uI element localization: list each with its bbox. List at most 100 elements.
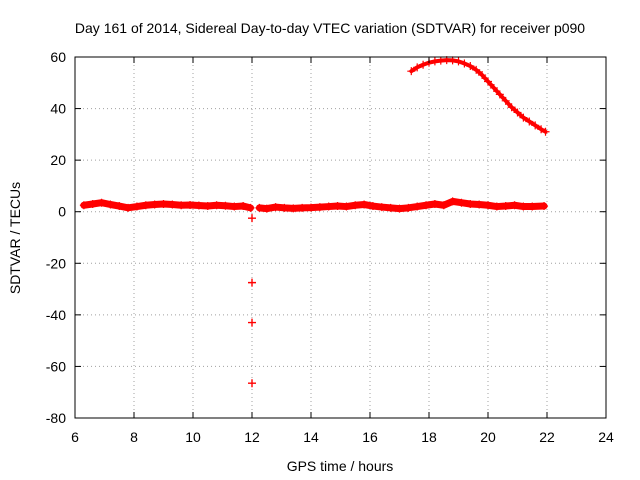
y-tick-label: -80 — [46, 410, 66, 426]
baseline-point — [212, 201, 221, 210]
y-tick-label: 60 — [50, 49, 66, 65]
baseline-point — [386, 203, 395, 212]
baseline-point — [106, 200, 115, 209]
y-tick-label: -20 — [46, 255, 66, 271]
baseline-point — [484, 201, 492, 210]
arc-point — [430, 57, 439, 66]
baseline-point — [168, 200, 177, 209]
baseline-point — [298, 203, 307, 212]
arc-point — [495, 90, 504, 99]
x-axis-label: GPS time / hours — [287, 458, 394, 474]
baseline-point — [466, 199, 475, 208]
grid-lines — [75, 57, 606, 418]
baseline-point — [246, 203, 255, 212]
arc-point — [507, 103, 516, 112]
x-tick-label: 20 — [480, 429, 496, 445]
outlier-point — [248, 214, 256, 223]
y-tick-label: 40 — [50, 101, 66, 117]
baseline-point — [239, 202, 248, 211]
baseline-point — [177, 201, 186, 210]
baseline-point — [448, 197, 457, 206]
y-tick-label: 0 — [58, 204, 66, 220]
baseline-point — [230, 202, 239, 211]
baseline-point — [439, 201, 448, 210]
baseline-point — [540, 202, 549, 211]
plot-frame — [74, 56, 607, 419]
baseline-point — [203, 202, 212, 211]
baseline-point — [333, 202, 342, 211]
axis-ticks: 6 8 10 12 14 16 18 20 22 24 -80 -60 -40 -20 0 20 40 60 — [46, 49, 614, 445]
y-tick-label: -60 — [46, 358, 66, 374]
arc-point — [466, 62, 475, 71]
arc-point — [484, 77, 492, 86]
baseline-point — [280, 203, 289, 212]
baseline-point — [342, 202, 351, 211]
arc-point — [531, 121, 540, 130]
arc-point — [501, 96, 510, 105]
arc-point — [413, 63, 422, 72]
x-tick-label: 18 — [421, 429, 437, 445]
baseline-point — [132, 202, 141, 211]
baseline-point — [186, 201, 195, 210]
baseline-point — [519, 202, 528, 211]
x-tick-label: 22 — [539, 429, 555, 445]
y-axis-label: SDTVAR / TECUs — [7, 182, 23, 294]
baseline-point — [528, 202, 537, 211]
baseline-point — [315, 203, 324, 212]
arc-point — [419, 60, 428, 69]
baseline-point — [79, 201, 88, 210]
x-tick-label: 24 — [598, 429, 614, 445]
arc-point — [460, 59, 469, 68]
baseline-point — [88, 199, 97, 208]
baseline-point — [262, 204, 271, 213]
baseline-point — [124, 203, 133, 212]
baseline-point — [510, 201, 519, 210]
y-tick-label: 20 — [50, 152, 66, 168]
outlier-point — [248, 318, 256, 327]
baseline-point — [351, 201, 360, 210]
arc-point — [519, 113, 528, 122]
x-tick-label: 10 — [185, 429, 201, 445]
baseline-point — [324, 202, 333, 211]
arc-point — [448, 56, 457, 65]
baseline-point — [475, 200, 484, 209]
arc-point — [478, 71, 487, 80]
baseline-point — [413, 202, 422, 211]
x-tick-label: 14 — [303, 429, 319, 445]
baseline-point — [97, 198, 106, 207]
baseline-point — [395, 204, 404, 213]
x-tick-label: 8 — [130, 429, 138, 445]
arc-point — [513, 108, 522, 117]
outlier-point — [248, 379, 256, 388]
baseline-point — [377, 203, 386, 212]
baseline-point — [150, 200, 159, 209]
arc-point — [525, 117, 534, 126]
outlier-point — [248, 278, 256, 287]
arc-point — [454, 57, 463, 66]
arc-point — [537, 125, 546, 134]
baseline-point — [289, 204, 298, 213]
arc-point — [541, 127, 550, 136]
arc-point — [472, 65, 481, 74]
baseline-point — [255, 203, 264, 212]
chart-title: Day 161 of 2014, Sidereal Day-to-day VTE… — [75, 20, 585, 36]
baseline-point — [492, 202, 501, 211]
baseline-point — [404, 203, 413, 212]
baseline-point — [422, 201, 431, 210]
y-tick-label: -40 — [46, 307, 66, 323]
x-tick-label: 12 — [244, 429, 260, 445]
x-tick-label: 16 — [362, 429, 378, 445]
arc-point — [407, 67, 416, 76]
baseline-point — [368, 202, 377, 211]
x-tick-label: 6 — [71, 429, 79, 445]
baseline-point — [501, 202, 510, 211]
data-marks — [79, 56, 550, 388]
baseline-point — [360, 200, 369, 209]
baseline-point — [194, 201, 203, 210]
baseline-point — [159, 199, 168, 208]
baseline-point — [430, 199, 439, 208]
baseline-point — [271, 203, 280, 212]
baseline-point — [307, 203, 315, 212]
